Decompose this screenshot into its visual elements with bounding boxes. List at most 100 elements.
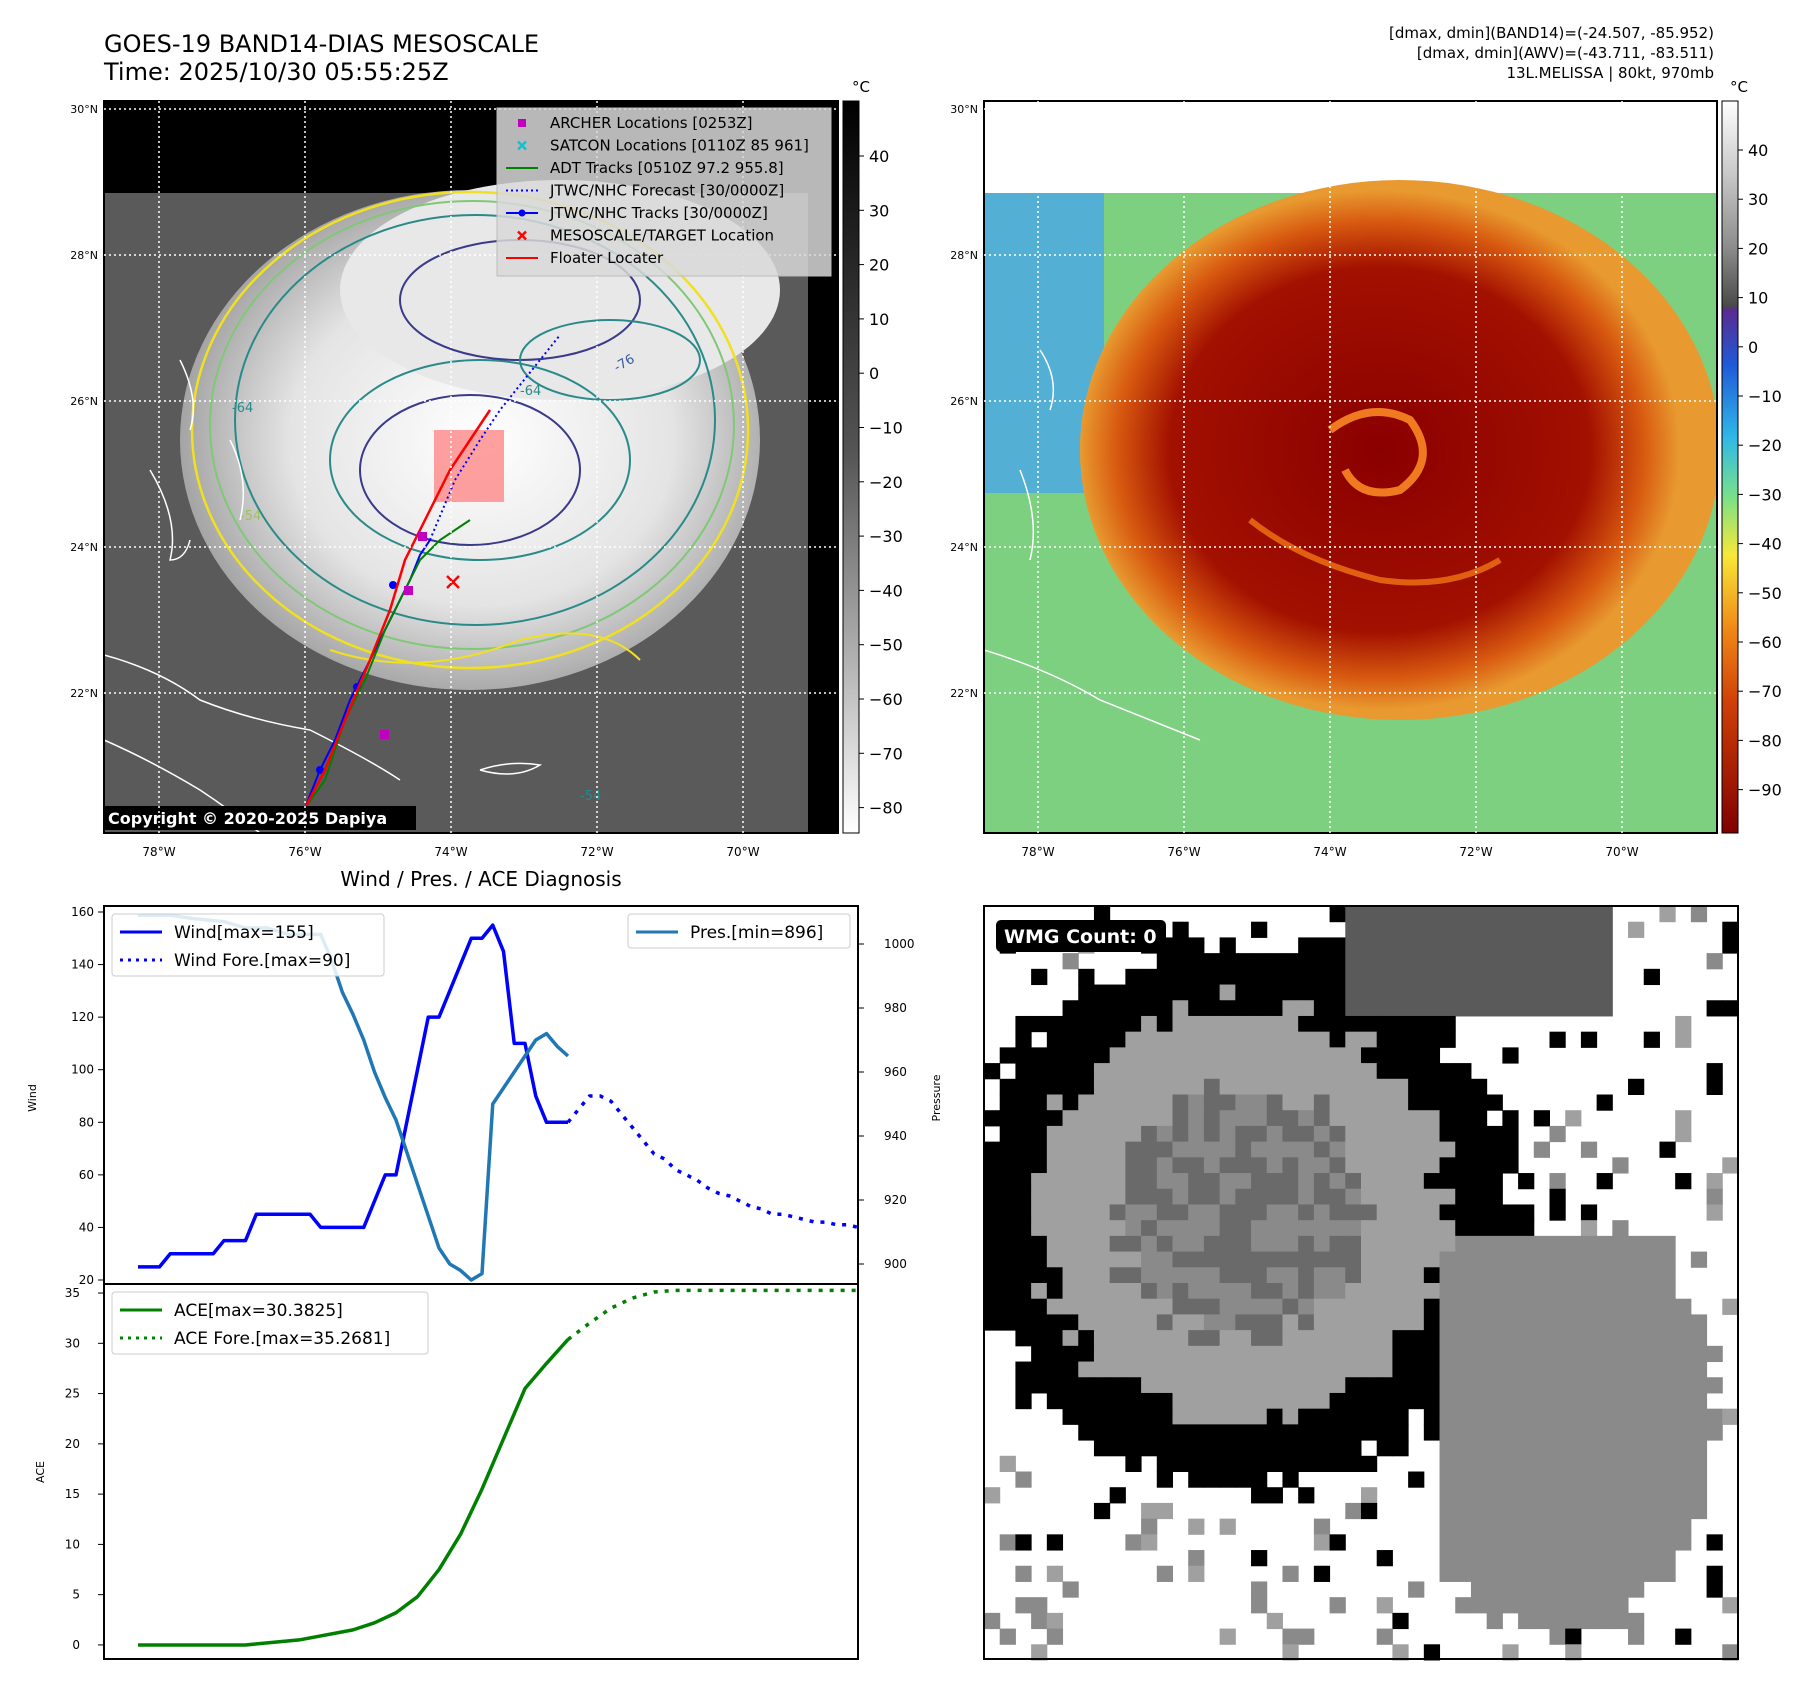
wmg-cell <box>1392 1267 1409 1284</box>
wmg-cell <box>1643 1534 1660 1551</box>
wmg-cell <box>1141 1204 1158 1221</box>
wmg-cell <box>1628 1471 1645 1488</box>
wmg-cell <box>1188 937 1205 954</box>
wmg-cell <box>1188 1141 1205 1158</box>
wind-tick-label: 40 <box>79 1220 94 1234</box>
wmg-cell <box>1345 906 1362 923</box>
wmg-cell <box>1596 1094 1613 1111</box>
wmg-cell <box>1455 1408 1472 1425</box>
wmg-cell <box>1455 968 1472 986</box>
wmg-cell <box>1219 1392 1236 1410</box>
wmg-cell <box>1376 1440 1393 1457</box>
map-right-lon-labels: 78°W 76°W 74°W 72°W 70°W <box>1021 845 1638 859</box>
wmg-cell <box>1156 1314 1173 1331</box>
wmg-cell <box>1251 1283 1268 1300</box>
wmg-cell <box>1282 1125 1299 1143</box>
wmg-cell <box>1423 953 1441 970</box>
wmg-cell <box>1266 968 1283 986</box>
wmg-cell <box>1580 1141 1598 1158</box>
wmg-cell <box>1392 906 1409 923</box>
wmg-cell <box>1376 1550 1393 1567</box>
wmg-cell <box>1423 1188 1441 1205</box>
wmg-cell <box>1549 1565 1566 1582</box>
colorbar-tick-label: 30 <box>1748 190 1768 209</box>
wmg-cell <box>1470 1550 1488 1567</box>
wmg-cell <box>1392 984 1409 1001</box>
wmg-cell <box>1455 1424 1472 1441</box>
wmg-cell <box>1141 1047 1158 1064</box>
wmg-cell <box>1298 1361 1315 1378</box>
wmg-cell <box>1188 1361 1205 1378</box>
wmg-cell <box>1298 1220 1315 1237</box>
wmg-cell <box>1282 1565 1299 1582</box>
wmg-cell <box>1549 1330 1566 1347</box>
wmg-cell <box>1015 1110 1032 1127</box>
wmg-cell <box>1141 1345 1158 1363</box>
wmg-count: WMG Count: 0 <box>1004 926 1157 948</box>
figure-time: Time: 2025/10/30 05:55:25Z <box>103 58 449 86</box>
wmg-cell <box>1329 968 1346 986</box>
wmg-cell <box>1596 1235 1613 1253</box>
wmg-cell <box>1093 1173 1111 1190</box>
wmg-cell <box>1423 968 1441 986</box>
wmg-cell <box>1156 1125 1173 1143</box>
wmg-cell <box>1580 1534 1598 1551</box>
wmg-cell <box>1031 1644 1048 1661</box>
lon-label: 72°W <box>1459 845 1492 859</box>
wmg-cell <box>1188 1314 1205 1331</box>
wmg-cell <box>1643 1314 1660 1331</box>
wmg-cell <box>1565 1110 1582 1127</box>
wmg-cell <box>1455 1283 1472 1300</box>
wmg-cell <box>1392 1188 1409 1205</box>
wmg-cell <box>1282 1424 1299 1441</box>
wmg-cell <box>1423 1063 1441 1080</box>
wmg-cell <box>1659 906 1676 923</box>
wmg-cell <box>1015 1157 1032 1174</box>
wmg-cell <box>1062 1283 1079 1300</box>
wmg-cell <box>1376 1424 1393 1441</box>
wmg-cell <box>1329 1063 1346 1080</box>
wmg-cell <box>1533 1471 1550 1488</box>
wmg-cell <box>1251 921 1268 938</box>
wmg-cell <box>1439 1141 1456 1158</box>
wmg-cell <box>1078 968 1095 986</box>
wmg-cell <box>1329 1204 1346 1221</box>
wmg-cell <box>1313 937 1331 954</box>
wmg-cell <box>999 1534 1016 1551</box>
wmg-cell <box>1659 1550 1676 1567</box>
map-edge-nodata <box>808 193 838 833</box>
colorbar-tick-label: −30 <box>1748 485 1782 504</box>
wmg-cell <box>1141 1283 1158 1300</box>
archer-points <box>380 532 427 739</box>
wmg-cell <box>1533 1141 1550 1158</box>
colorbar-tick-label: 10 <box>1748 289 1768 308</box>
ace-tick-label: 35 <box>65 1286 80 1300</box>
wmg-cell <box>1423 1644 1441 1661</box>
wmg-cell <box>999 1173 1016 1190</box>
wmg-cell <box>1031 1157 1048 1174</box>
wmg-cell <box>1172 1141 1189 1158</box>
wmg-cell <box>1172 1440 1189 1457</box>
wmg-cell <box>1549 1628 1566 1645</box>
wmg-cell <box>1345 1015 1362 1033</box>
wmg-cell <box>1533 906 1550 923</box>
wmg-cell <box>1329 1173 1346 1190</box>
wmg-cell <box>1486 1235 1503 1253</box>
wmg-cell <box>1266 1204 1283 1221</box>
wmg-cell <box>1251 953 1268 970</box>
wmg-cell <box>1188 1220 1205 1237</box>
contour-label: -54 <box>580 789 601 804</box>
wmg-cell <box>1439 1550 1456 1567</box>
wmg-cell <box>1062 1000 1079 1017</box>
wmg-cell <box>1486 1408 1503 1425</box>
wmg-cell <box>1518 968 1535 986</box>
wmg-cell <box>1580 1612 1598 1630</box>
wmg-cell <box>1455 1141 1472 1158</box>
wmg-cell <box>1266 1408 1283 1425</box>
wmg-cell <box>1251 1550 1268 1567</box>
wmg-cell <box>1643 1361 1660 1378</box>
wmg-cell <box>1188 1518 1205 1535</box>
wmg-cell <box>999 1094 1016 1111</box>
wmg-cell <box>1486 937 1503 954</box>
wmg-cell <box>1172 1157 1189 1174</box>
